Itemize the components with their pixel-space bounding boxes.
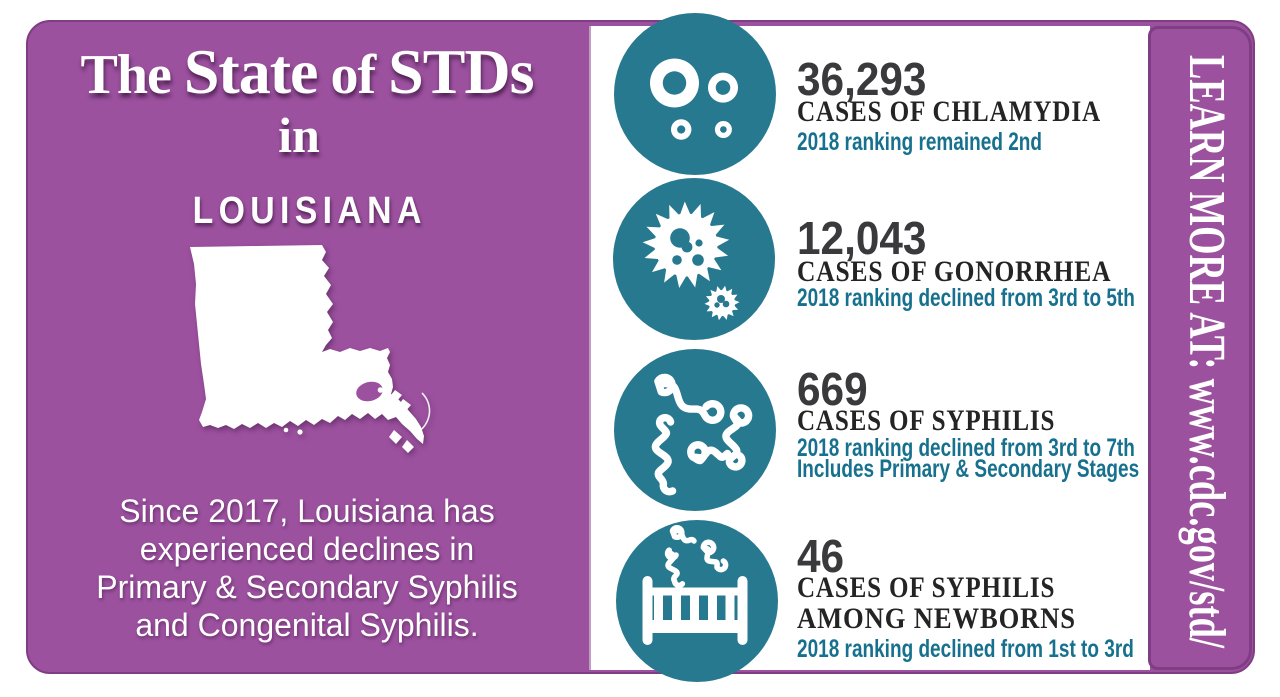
svg-text:LEARN MORE AT: www.cdc.gov/std: LEARN MORE AT: www.cdc.gov/std/ — [1178, 55, 1235, 648]
